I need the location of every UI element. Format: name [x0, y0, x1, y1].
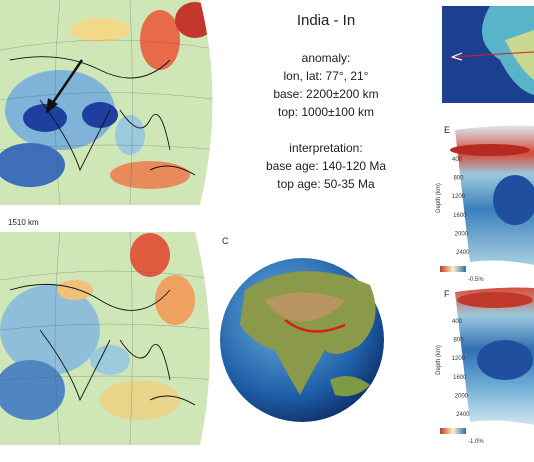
anomaly-location: lon, lat: 77°, 21°	[284, 69, 369, 83]
illustration-shape	[505, 30, 534, 80]
depth-tick-label: 2400	[456, 250, 470, 256]
illustration-shape	[0, 285, 100, 375]
illustration-shape	[57, 280, 93, 300]
illustration-shape	[100, 380, 180, 420]
illustration-shape	[440, 428, 466, 434]
illustration-shape	[23, 104, 67, 132]
depth-tick-label: 400	[452, 319, 463, 325]
interpretation-base-age: base age: 140-120 Ma	[266, 159, 386, 173]
depth-ticks-e: 400 800 1200 1600 2000 2400	[452, 157, 471, 256]
illustration-shape	[284, 319, 346, 333]
panel-label: C	[222, 236, 229, 246]
illustration-shape	[0, 232, 210, 445]
title: India - In	[297, 12, 355, 29]
illustration-shape	[110, 161, 190, 189]
anomaly-top: top: 1000±100 km	[278, 105, 374, 119]
illustration-shape	[90, 345, 130, 375]
cross-section-f	[440, 287, 534, 434]
illustration-shape	[155, 275, 195, 325]
illustration-shape	[449, 51, 534, 58]
depth-tick-label: 1200	[452, 356, 466, 362]
illustration-shape	[482, 6, 534, 95]
depth-ticks-f: 400 800 1200 1600 2000 2400	[452, 319, 471, 418]
interpretation-heading: interpretation:	[289, 141, 362, 155]
illustration-shape	[451, 52, 463, 61]
anomaly-heading: anomaly:	[302, 51, 351, 65]
depth-tick-label: 1600	[453, 213, 467, 219]
cross-section-e	[440, 125, 534, 272]
map-depth-label: 1510 km	[8, 218, 39, 227]
illustration-shape	[477, 340, 533, 380]
depth-tick-label: 800	[453, 176, 464, 182]
illustration-shape	[46, 98, 58, 114]
illustration-shape	[330, 376, 370, 397]
colorbar-label: -1.0%	[468, 439, 484, 445]
illustration-shape	[115, 115, 145, 155]
panel-label: E	[444, 125, 450, 135]
tomography-map-bottom	[0, 232, 210, 445]
illustration-shape	[0, 360, 65, 420]
anomaly-base: base: 2200±200 km	[273, 87, 378, 101]
illustration-shape	[265, 292, 345, 322]
inset-map	[442, 6, 534, 103]
illustration-shape	[493, 175, 534, 225]
illustration-shape	[130, 233, 170, 277]
depth-tick-label: 2000	[455, 232, 469, 238]
axis-label: Depth (km)	[436, 183, 442, 213]
depth-tick-label: 1200	[452, 194, 466, 200]
interpretation-top-age: top age: 50-35 Ma	[277, 177, 375, 191]
panel-label: F	[444, 289, 450, 299]
illustration-shape	[450, 144, 530, 156]
illustration-shape	[50, 59, 84, 105]
illustration-shape	[82, 102, 118, 128]
depth-tick-label: 2000	[455, 394, 469, 400]
illustration-shape	[9, 56, 196, 176]
depth-tick-label: 2400	[456, 412, 470, 418]
illustration-shape	[175, 2, 213, 38]
depth-tick-label: 400	[452, 157, 463, 163]
illustration-shape	[440, 266, 466, 272]
illustration-shape	[0, 0, 213, 205]
depth-tick-label: 800	[453, 338, 464, 344]
depth-tick-label: 1600	[453, 375, 467, 381]
illustration-shape	[9, 283, 196, 406]
illustration-shape	[457, 292, 533, 308]
illustration-shape	[70, 18, 130, 42]
illustration-shape	[140, 10, 180, 70]
tomography-map-top	[0, 0, 213, 205]
illustration-shape	[0, 143, 65, 187]
axis-label: Depth (km)	[436, 345, 442, 375]
colorbar-label: -0.5%	[468, 277, 484, 283]
globe	[220, 258, 384, 422]
